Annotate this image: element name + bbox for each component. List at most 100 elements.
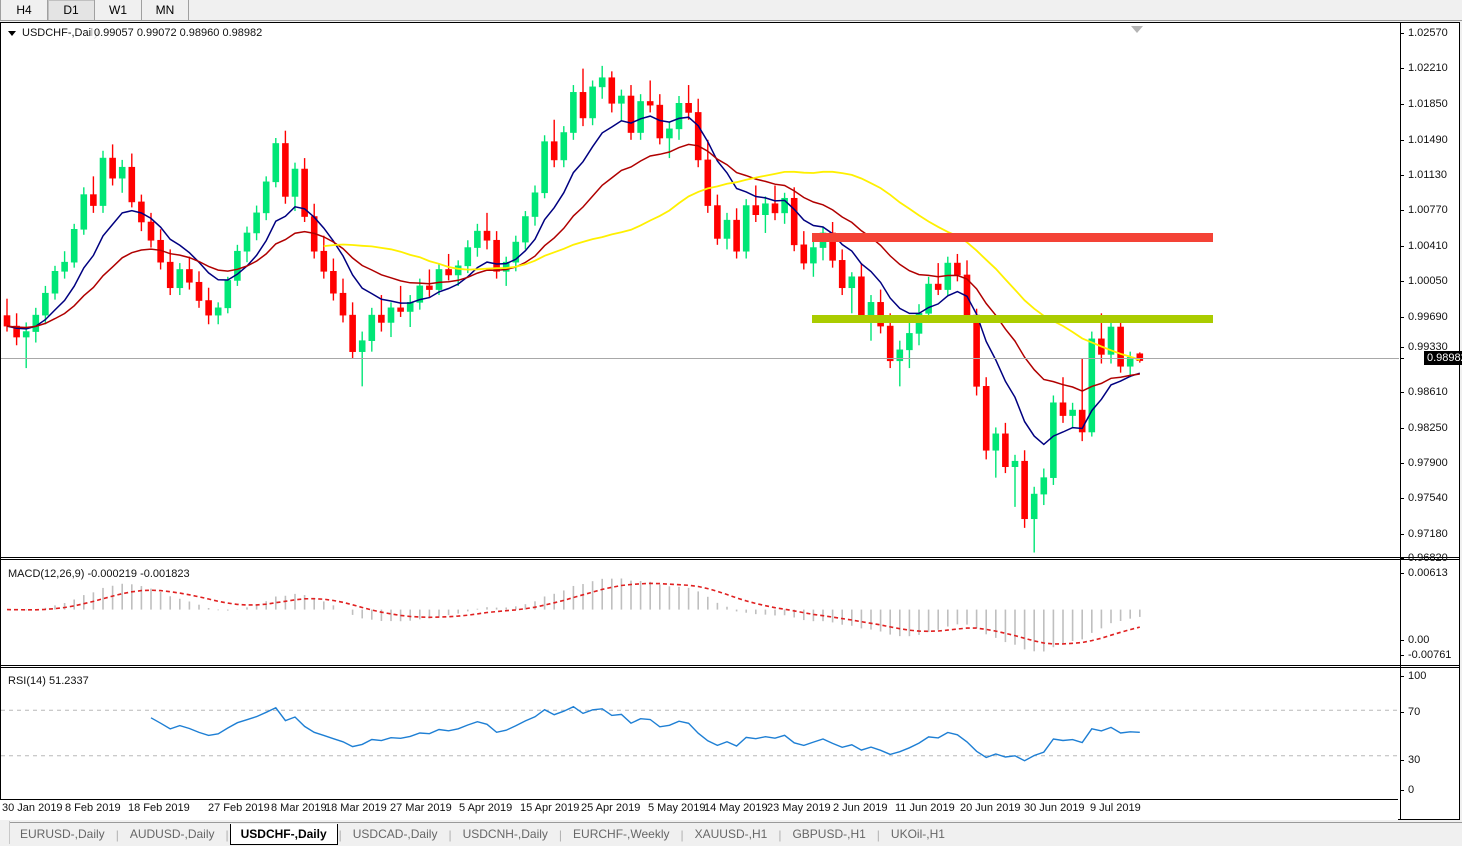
time-axis-label: 15 Apr 2019 (520, 802, 580, 814)
price-axis-tick (1400, 463, 1404, 464)
scroll-marker-triangle-icon[interactable] (1131, 26, 1143, 33)
macd-axis-tick (1400, 655, 1404, 656)
tab-separator: | (558, 827, 563, 842)
toolbar-divider (0, 20, 1462, 21)
price-axis-label: 1.01850 (1408, 98, 1448, 110)
timeframe-button-h4[interactable]: H4 (0, 0, 48, 21)
macd-axis-label: 0.00 (1408, 634, 1430, 646)
price-axis-label: 0.98250 (1408, 422, 1448, 434)
macd-canvas (6, 578, 1141, 652)
macd-indicator-label: MACD(12,26,9) -0.000219 -0.001823 (6, 568, 192, 580)
support-line[interactable] (812, 315, 1213, 323)
chart-tab-ukoil-h1[interactable]: UKOil-,H1 (890, 827, 945, 841)
pane-divider-rsi-top2 (1, 667, 1460, 668)
chart-ohlc-values: 0.99057 0.99072 0.98960 0.98982 (92, 27, 265, 39)
price-axis-label: 0.97180 (1408, 528, 1448, 540)
price-axis-tick (1400, 498, 1404, 499)
rsi-axis-tick (1400, 712, 1404, 713)
time-axis[interactable]: 30 Jan 2019 8 Feb 2019 18 Feb 2019 27 Feb 2… (0, 800, 1398, 820)
chart-tab-audusd-daily[interactable]: AUDUSD-,Daily (129, 827, 215, 841)
timeframe-button-mn[interactable]: MN (142, 0, 189, 21)
price-axis-tick (1400, 534, 1404, 535)
chart-tab-usdcnh-daily[interactable]: USDCNH-,Daily (462, 827, 548, 841)
price-axis-tick (1400, 175, 1404, 176)
rsi-axis-label: 0 (1408, 784, 1415, 796)
rsi-axis-tick (1400, 676, 1404, 677)
timeframe-button-d1[interactable]: D1 (48, 0, 95, 21)
tab-separator: | (338, 827, 342, 842)
time-axis-label: 14 May 2019 (704, 802, 768, 814)
macd-axis-label: -0.00761 (1408, 649, 1452, 661)
rsi-pane[interactable] (1, 668, 1398, 798)
price-axis-label: 0.99690 (1408, 311, 1448, 323)
time-axis-label: 18 Mar 2019 (325, 802, 387, 814)
time-axis-label: 5 May 2019 (648, 802, 706, 814)
chart-tab-usdcad-daily[interactable]: USDCAD-,Daily (352, 827, 438, 841)
pane-divider-rsi-top (1, 665, 1460, 666)
price-axis-tick (1400, 392, 1404, 393)
macd-axis-tick (1400, 573, 1404, 574)
price-axis-label: 1.02210 (1408, 62, 1448, 74)
price-axis-tick (1400, 246, 1404, 247)
resistance-line[interactable] (812, 233, 1213, 242)
rsi-axis-tick (1400, 790, 1404, 791)
chart-tab-eurusd-daily[interactable]: EURUSD-,Daily (20, 827, 105, 841)
time-axis-label: 8 Feb 2019 (65, 802, 121, 814)
timeframe-toolbar: H4 D1 W1 MN (0, 0, 1462, 21)
price-axis-label: 1.00410 (1408, 240, 1448, 252)
time-axis-label: 25 Apr 2019 (581, 802, 641, 814)
rsi-indicator-label: RSI(14) 51.2337 (6, 675, 91, 687)
timeframe-button-w1[interactable]: W1 (95, 0, 142, 21)
rsi-axis-label: 100 (1408, 670, 1427, 682)
price-axis-tick (1400, 281, 1404, 282)
chart-frame (0, 22, 1460, 820)
price-axis-tick (1400, 358, 1404, 359)
current-price-line (1, 358, 1399, 359)
macd-pane[interactable] (1, 560, 1398, 664)
rsi-canvas (1, 705, 1398, 762)
tab-scroll-handle[interactable] (0, 821, 10, 844)
price-axis-label: 0.99330 (1408, 341, 1448, 353)
price-axis-tick (1400, 140, 1404, 141)
time-axis-label: 20 Jun 2019 (960, 802, 1021, 814)
pane-divider-macd-top2 (1, 559, 1460, 560)
price-axis-tick (1400, 558, 1404, 559)
time-axis-label: 5 Apr 2019 (459, 802, 513, 814)
price-axis-tick (1400, 210, 1404, 211)
price-axis-label: 0.96820 (1408, 552, 1448, 564)
time-axis-label: 2 Jun 2019 (833, 802, 888, 814)
price-axis-label: 1.01130 (1408, 169, 1447, 181)
chart-tab-xauusd-h1[interactable]: XAUUSD-,H1 (694, 827, 768, 841)
current-price-tag: 0.98982 (1424, 351, 1462, 365)
chevron-down-icon[interactable] (8, 31, 16, 36)
time-axis-label: 11 Jun 2019 (895, 802, 955, 814)
tab-separator: | (448, 827, 452, 842)
tab-separator: | (680, 827, 684, 842)
time-axis-label: 9 Jul 2019 (1090, 802, 1141, 814)
tab-separator: | (876, 827, 880, 842)
time-axis-label: 8 Mar 2019 (271, 802, 327, 814)
macd-axis-tick (1400, 640, 1404, 641)
price-axis-label: 1.02570 (1408, 27, 1448, 39)
price-candlestick-canvas (3, 65, 1144, 553)
price-axis-label: 0.97540 (1408, 492, 1448, 504)
chart-tab-gbpusd-h1[interactable]: GBPUSD-,H1 (792, 827, 866, 841)
price-axis-tick (1400, 104, 1404, 105)
rsi-axis-label: 30 (1408, 754, 1421, 766)
price-axis[interactable]: 1.02570 1.02210 1.01850 1.01490 1.01130 1.007… (1400, 22, 1462, 820)
chart-tab-usdchf-daily[interactable]: USDCHF-,Daily (229, 824, 338, 845)
tab-separator: | (115, 827, 119, 842)
macd-axis-label: 0.00613 (1408, 567, 1448, 579)
price-axis-line (1400, 22, 1401, 820)
time-axis-label: 30 Jun 2019 (1024, 802, 1085, 814)
time-axis-label: 27 Mar 2019 (390, 802, 452, 814)
chart-symbol-label: USDCHF-,Daily (20, 27, 101, 39)
price-axis-tick (1400, 317, 1404, 318)
price-axis-label: 1.00050 (1408, 275, 1448, 287)
price-pane[interactable] (1, 23, 1398, 557)
time-axis-label: 23 May 2019 (767, 802, 831, 814)
price-axis-label: 0.97900 (1408, 457, 1448, 469)
chart-tab-eurchf-weekly[interactable]: EURCHF-,Weekly (573, 827, 670, 841)
time-axis-label: 18 Feb 2019 (128, 802, 190, 814)
